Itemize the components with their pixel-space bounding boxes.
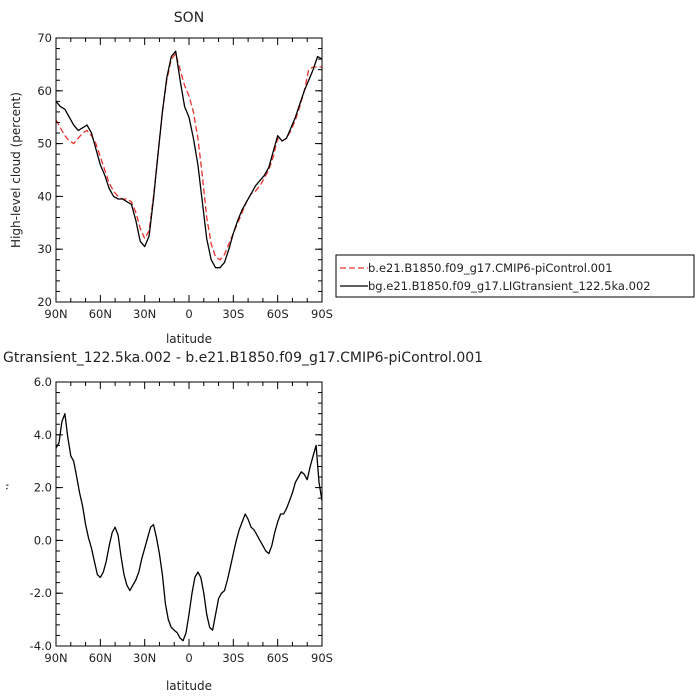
y-tick-label: 40 bbox=[37, 189, 52, 203]
y-tick-label: -4.0 bbox=[30, 639, 52, 653]
legend-label-1: bg.e21.B1850.f09_g17.LIGtransient_122.5k… bbox=[368, 279, 651, 293]
y-tick-label: 20 bbox=[37, 295, 52, 309]
chart-title: Gtransient_122.5ka.002 - b.e21.B1850.f09… bbox=[3, 350, 483, 366]
x-tick-label: 30N bbox=[133, 651, 156, 665]
chart-title: SON bbox=[174, 10, 204, 26]
x-tick-label: 90N bbox=[44, 651, 67, 665]
y-axis-label: High-level cloud (percent) bbox=[9, 92, 23, 248]
x-tick-label: 0 bbox=[185, 651, 192, 665]
y-tick-label: 60 bbox=[37, 84, 52, 98]
y-tick-label: 6.0 bbox=[34, 375, 52, 389]
x-tick-label: 60N bbox=[89, 307, 112, 321]
x-axis-label: latitude bbox=[166, 332, 212, 346]
plot-frame bbox=[55, 37, 323, 303]
x-tick-label: 30S bbox=[222, 307, 244, 321]
series-line-0 bbox=[56, 53, 322, 261]
x-tick-label: 90S bbox=[311, 307, 333, 321]
legend-box bbox=[335, 254, 695, 298]
y-tick-label: 70 bbox=[37, 31, 52, 45]
y-tick-label: 4.0 bbox=[34, 428, 52, 442]
legend-label-0: b.e21.B1850.f09_g17.CMIP6-piControl.001 bbox=[368, 261, 613, 275]
x-axis-label: latitude bbox=[166, 679, 212, 693]
x-tick-label: 60S bbox=[267, 651, 289, 665]
y-tick-label: 30 bbox=[37, 242, 52, 256]
x-tick-label: 60S bbox=[267, 307, 289, 321]
x-tick-label: 30S bbox=[222, 651, 244, 665]
y-tick-label: 50 bbox=[37, 137, 52, 151]
x-tick-label: 60N bbox=[89, 651, 112, 665]
legend: b.e21.B1850.f09_g17.CMIP6-piControl.001b… bbox=[335, 254, 695, 298]
y-tick-label: -2.0 bbox=[30, 586, 52, 600]
x-tick-label: 30N bbox=[133, 307, 156, 321]
series-line-1 bbox=[56, 50, 322, 269]
x-tick-label: 0 bbox=[185, 307, 192, 321]
x-tick-label: 90N bbox=[44, 307, 67, 321]
y-tick-label: 0.0 bbox=[34, 533, 52, 547]
series-line-0 bbox=[56, 413, 322, 642]
bottom-chart: Gtransient_122.5ka.002 - b.e21.B1850.f09… bbox=[0, 350, 483, 693]
y-axis-label: High-level cloud (percent) bbox=[0, 436, 9, 592]
x-tick-label: 90S bbox=[311, 651, 333, 665]
top-chart: SON 90N 60N 30N 0 30S 60S 90S 20 30 40 50 60 70 latitu… bbox=[9, 10, 333, 346]
y-tick-label: 2.0 bbox=[34, 481, 52, 495]
